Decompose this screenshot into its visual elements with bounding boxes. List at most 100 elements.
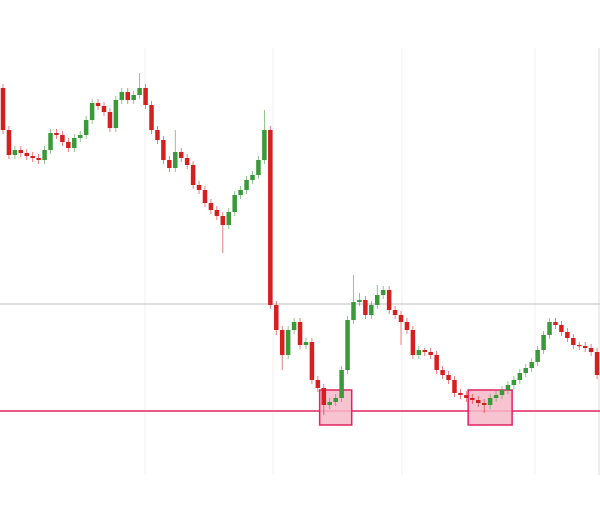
- candle-body: [208, 203, 214, 210]
- candle-body: [279, 330, 285, 355]
- candle-body: [493, 395, 499, 398]
- candle-body: [499, 390, 505, 395]
- candle-body: [339, 370, 344, 398]
- candle-body: [535, 350, 540, 362]
- candle-body: [89, 103, 95, 120]
- candle-body: [18, 150, 24, 153]
- candle-body: [250, 175, 255, 180]
- candle-body: [487, 398, 493, 405]
- candle-body: [315, 380, 321, 388]
- candle-body: [226, 212, 231, 225]
- candle-body: [125, 92, 131, 100]
- candle-body: [428, 352, 433, 355]
- candle-body: [404, 322, 410, 330]
- candle-body: [458, 393, 463, 395]
- candle-body: [363, 300, 368, 315]
- candle-body: [119, 92, 125, 100]
- candle-body: [24, 153, 30, 156]
- candle-body: [220, 216, 226, 225]
- candle-body: [511, 380, 517, 385]
- candle-body: [178, 152, 184, 158]
- candle-body: [357, 300, 362, 302]
- candle-body: [77, 135, 83, 138]
- candle-body: [571, 338, 576, 345]
- candle-body: [434, 355, 439, 370]
- candle-body: [410, 330, 416, 355]
- candle-body: [309, 342, 315, 380]
- candle-body: [559, 325, 564, 332]
- candle-body: [576, 345, 582, 347]
- candle-body: [345, 320, 350, 370]
- candle-body: [12, 150, 18, 155]
- candle-body: [131, 95, 136, 100]
- candle-body: [481, 403, 487, 405]
- candle-body: [369, 305, 374, 315]
- candle-body: [54, 133, 59, 135]
- candle-body: [155, 130, 160, 140]
- candle-body: [36, 158, 41, 160]
- candle-body: [184, 158, 190, 165]
- candle-body: [72, 138, 77, 148]
- candle-body: [351, 302, 356, 320]
- candle-body: [113, 100, 119, 128]
- candle-body: [565, 332, 570, 338]
- candle-body: [333, 398, 338, 402]
- candle-body: [321, 388, 327, 405]
- candle-body: [238, 190, 243, 195]
- candle-body: [475, 400, 481, 403]
- candle-body: [375, 295, 380, 305]
- candle-body: [196, 185, 202, 190]
- candle-body: [452, 380, 457, 393]
- candle-body: [173, 152, 178, 168]
- vertical-guides: [144, 48, 536, 475]
- candle-body: [529, 362, 534, 368]
- candle-body: [66, 142, 71, 148]
- candle-body: [262, 130, 267, 160]
- candle-body: [291, 322, 297, 330]
- candle-body: [60, 135, 65, 142]
- candle-body: [327, 402, 332, 405]
- candle-body: [505, 385, 511, 390]
- candle-body: [297, 322, 303, 345]
- candle-body: [268, 130, 273, 305]
- candle-body: [422, 350, 428, 352]
- candle-body: [83, 120, 89, 135]
- candle-body: [582, 346, 588, 348]
- candle-body: [594, 352, 600, 375]
- candle-body: [285, 330, 291, 355]
- candle-body: [440, 370, 445, 375]
- candle-body: [101, 106, 107, 112]
- candle-body: [107, 112, 113, 128]
- candle-body: [149, 105, 154, 130]
- candle-body: [256, 160, 261, 175]
- candle-body: [137, 88, 142, 95]
- candle-body: [167, 160, 172, 168]
- candle-body: [553, 322, 558, 325]
- candle-body: [161, 140, 166, 160]
- candle-body: [6, 130, 12, 155]
- candle-body: [386, 290, 392, 310]
- candle-body: [470, 398, 475, 400]
- candle-body: [523, 368, 529, 373]
- candle-body: [30, 156, 35, 158]
- candle-body: [0, 88, 6, 130]
- candle-body: [202, 190, 208, 203]
- candle-body: [232, 195, 237, 212]
- candle-body: [380, 290, 386, 295]
- candle-body: [214, 210, 220, 216]
- candle-body: [274, 305, 279, 330]
- candle-body: [416, 350, 422, 355]
- candle-body: [143, 88, 148, 105]
- candle-body: [517, 373, 523, 380]
- candle-body: [48, 133, 53, 150]
- candle-body: [42, 150, 47, 160]
- candle-body: [392, 310, 398, 315]
- candle-body: [588, 348, 594, 352]
- candle-body: [464, 395, 469, 398]
- candle-body: [547, 322, 552, 335]
- candle-body: [244, 180, 249, 190]
- candle-body: [95, 103, 101, 106]
- candle-body: [190, 165, 196, 185]
